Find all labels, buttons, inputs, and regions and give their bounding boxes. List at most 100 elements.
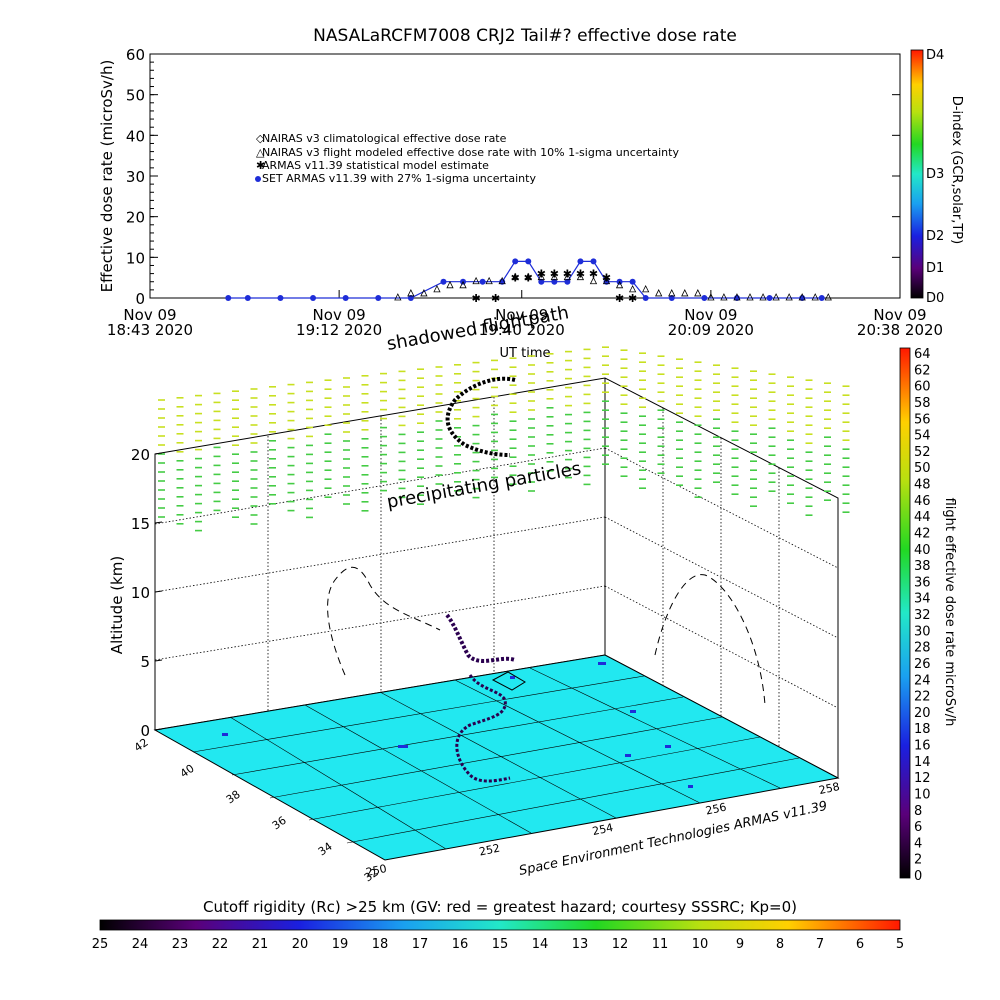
top-legend: ◇ NAIRAS v3 climatological effective dos… — [255, 132, 679, 185]
point-flight-modeled — [576, 272, 585, 281]
d-index-label: D-index (GCR,solar,TP) — [949, 96, 964, 244]
point-flight-modeled — [785, 293, 793, 301]
latitude-tick-label: 38 — [224, 788, 243, 807]
legend-entry-statistical: ARMAS v11.39 statistical model estimate — [262, 159, 489, 172]
dose-rate-tick-label: 46 — [914, 494, 931, 509]
point-set-armas — [440, 278, 447, 285]
point-set-armas — [629, 278, 636, 285]
top-y-tick-label: 60 — [126, 46, 145, 64]
surface-blue-patches — [222, 662, 693, 788]
altitude-tick-label: 15 — [131, 515, 150, 533]
latitude-tick-label: 34 — [316, 840, 335, 859]
top-x-axis-label: UT time — [500, 346, 551, 361]
point-set-armas — [538, 278, 545, 285]
point-flight-modeled — [772, 293, 780, 301]
longitude-tick-label: 252 — [478, 842, 501, 859]
cutoff-tick-label: 24 — [132, 937, 149, 952]
cutoff-tick-label: 11 — [652, 937, 669, 952]
d-index-tick-label: D1 — [926, 261, 944, 276]
dose-rate-tick-label: 8 — [914, 804, 922, 819]
point-flight-modeled — [498, 276, 506, 285]
point-set-armas — [225, 295, 232, 301]
point-flight-modeled — [459, 280, 467, 289]
point-flight-modeled — [446, 280, 454, 289]
dose-rate-tick-label: 40 — [914, 543, 931, 558]
altitude-tick-label: 5 — [140, 653, 150, 671]
dose-rate-tick-label: 60 — [914, 380, 931, 395]
point-set-armas — [668, 295, 675, 301]
point-flight-modeled — [642, 284, 650, 293]
latitude-tick-label: 40 — [178, 762, 197, 781]
point-flight-modeled — [681, 289, 689, 297]
top-y-tick-label: 20 — [126, 209, 145, 227]
altitude-tick-label: 0 — [140, 722, 150, 740]
point-statistical: ✱ — [628, 292, 637, 305]
dose-rate-tick-label: 30 — [914, 624, 931, 639]
d-index-colorbar — [910, 49, 924, 299]
altitude-tick-mark — [154, 659, 163, 662]
latitude-tick-label: 36 — [270, 814, 289, 833]
dose-rate-tick-label: 14 — [914, 755, 931, 770]
legend-marker-set-armas — [255, 176, 261, 182]
dose-rate-tick-label: 56 — [914, 412, 931, 427]
point-flight-modeled — [759, 293, 767, 301]
point-flight-modeled — [511, 272, 519, 281]
top-x-tick-label-line1: Nov 09 — [313, 306, 366, 324]
point-flight-modeled — [433, 284, 441, 293]
dose-rate-tick-label: 42 — [914, 526, 931, 541]
dose-rate-colorbar — [899, 347, 911, 879]
point-set-armas — [577, 258, 584, 265]
wall-projection-left — [327, 567, 441, 676]
point-flight-modeled — [798, 293, 806, 301]
cutoff-tick-label: 13 — [572, 937, 589, 952]
point-flight-modeled — [694, 289, 702, 297]
point-set-armas — [342, 295, 349, 301]
cutoff-tick-label: 22 — [212, 937, 229, 952]
point-statistical: ✱ — [524, 272, 533, 285]
longitude-tick-label: 256 — [704, 801, 727, 818]
altitude-tick-mark — [154, 590, 163, 593]
cutoff-tick-label: 9 — [736, 937, 744, 952]
altitude-tick-label: 10 — [131, 584, 150, 602]
dose-rate-tick-label: 12 — [914, 771, 931, 786]
dose-rate-tick-label: 16 — [914, 739, 931, 754]
top-y-tick-label: 10 — [126, 249, 145, 267]
top-y-axis-label: Effective dose rate (microSv/h) — [98, 60, 116, 293]
cutoff-tick-label: 12 — [612, 937, 629, 952]
surface-grid — [192, 667, 800, 850]
altitude-tick-mark — [154, 728, 163, 731]
longitude-tick-label: 258 — [818, 780, 841, 797]
d-index-tick-label: D0 — [926, 291, 944, 306]
point-flight-modeled — [537, 272, 545, 281]
cutoff-tick-label: 16 — [452, 937, 469, 952]
point-flight-modeled — [485, 276, 493, 285]
aircraft-marker — [491, 671, 526, 691]
point-set-armas — [818, 295, 825, 301]
point-set-armas — [407, 295, 414, 301]
altitude-ticks: 0 5 10 15 20 — [131, 446, 163, 740]
point-set-armas — [277, 295, 284, 301]
cutoff-colorbar-ticks: 25 24 23 22 21 20 19 18 17 16 15 14 13 12 11 10 9 8 7 6 5 — [92, 937, 904, 952]
top-series: ✱ ✱✱ ✱ ✱ ✱ ✱ ✱ ✱ ✱✱ ✱ — [225, 258, 832, 305]
top-x-tick-label-line1: Nov 09 — [873, 306, 926, 324]
dose-rate-tick-label: 4 — [914, 836, 922, 851]
point-flight-modeled — [420, 289, 428, 297]
altitude-tick-mark — [154, 452, 163, 455]
top-x-tick-label-line2: 20:38 2020 — [857, 321, 943, 339]
point-statistical: ✱ — [511, 272, 520, 285]
cutoff-tick-label: 18 — [372, 937, 389, 952]
dose-rate-tick-label: 6 — [914, 820, 922, 835]
dose-rate-tick-label: 54 — [914, 429, 931, 444]
point-flight-modeled — [472, 276, 480, 285]
dose-rate-tick-label: 48 — [914, 478, 931, 493]
legend-entry-climatological: NAIRAS v3 climatological effective dose … — [262, 132, 507, 145]
point-set-armas — [525, 258, 532, 265]
dose-rate-tick-label: 0 — [914, 869, 922, 884]
point-flight-modeled — [615, 280, 624, 289]
top-x-tick-label-line1: Nov 09 — [684, 306, 737, 324]
d-index-tick-label: D2 — [926, 229, 944, 244]
altitude-tick-label: 20 — [131, 446, 150, 464]
dose-rate-tick-label: 44 — [914, 510, 931, 525]
d-index-tick-label: D3 — [926, 167, 944, 182]
point-statistical: ✱ — [491, 292, 500, 305]
